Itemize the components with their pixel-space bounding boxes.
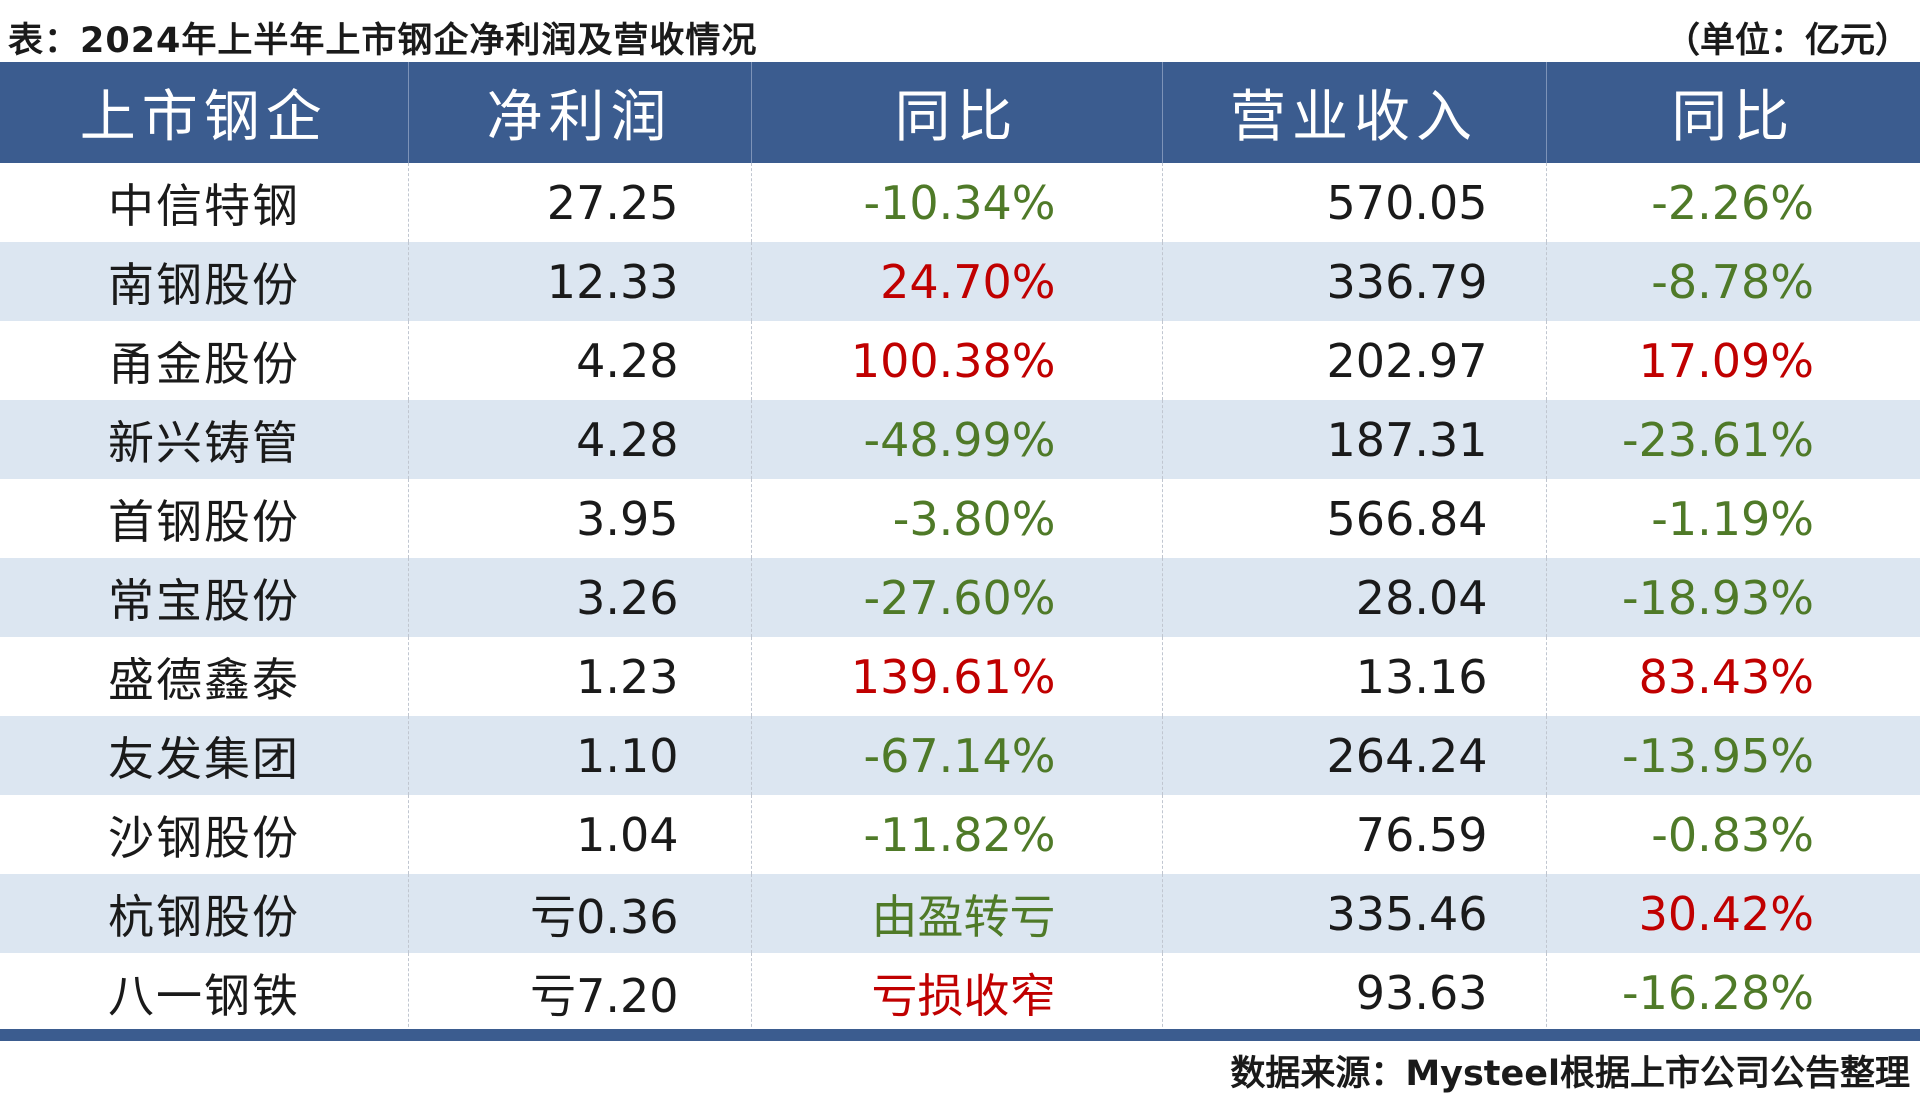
company-name-cell: 八一钢铁: [108, 968, 300, 1023]
column-header-revenue-yoy: 同比: [1545, 62, 1920, 163]
net-profit-cell: 1.04: [407, 795, 751, 874]
page-title: 表：2024年上半年上市钢企净利润及营收情况: [8, 21, 758, 61]
company-name-cell: 杭钢股份: [0, 874, 408, 953]
revenue-yoy-cell: 30.42%: [1545, 874, 1920, 953]
unit-label: （单位：亿元）: [1664, 21, 1910, 61]
table-row: 首钢股份 3.95 -3.80% 566.84 -1.19%: [0, 479, 1920, 558]
bottom-rule: [0, 1029, 1920, 1041]
revenue-yoy-cell: -8.78%: [1545, 242, 1920, 321]
net-profit-cell: 3.95: [407, 479, 751, 558]
net-profit-cell: 12.33: [407, 242, 751, 321]
revenue-yoy-cell: -18.93%: [1545, 558, 1920, 637]
revenue-yoy-cell: 17.09%: [1545, 321, 1920, 400]
revenue-yoy-cell: -1.19%: [1545, 479, 1920, 558]
profit-yoy-cell: -48.99%: [750, 400, 1162, 479]
table-row: 沙钢股份 1.04 -11.82% 76.59 -0.83%: [0, 795, 1920, 874]
revenue-cell: 570.05: [1161, 163, 1546, 242]
net-profit-cell: 4.28: [407, 321, 751, 400]
column-header-profit-yoy: 同比: [750, 62, 1162, 163]
table-row: 常宝股份 3.26 -27.60% 28.04 -18.93%: [0, 558, 1920, 637]
profit-yoy-cell: 139.61%: [750, 637, 1162, 716]
data-source-note: 数据来源：Mysteel根据上市公司公告整理: [1230, 1054, 1910, 1094]
profit-yoy-cell: -10.34%: [750, 163, 1162, 242]
revenue-cell: 335.46: [1161, 874, 1546, 953]
revenue-cell: 264.24: [1161, 716, 1546, 795]
revenue-cell: 76.59: [1161, 795, 1546, 874]
net-profit-cell: 1.23: [407, 637, 751, 716]
profit-yoy-cell: 亏损收窄: [750, 953, 1162, 1032]
net-profit-cell: 亏7.20: [407, 953, 751, 1032]
profit-yoy-cell: -27.60%: [750, 558, 1162, 637]
revenue-cell: 28.04: [1161, 558, 1546, 637]
company-name-cell: 友发集团: [0, 716, 408, 795]
revenue-yoy-cell: 83.43%: [1545, 637, 1920, 716]
company-name-cell: 甬金股份: [108, 336, 300, 391]
company-name-cell: 中信特钢: [108, 178, 300, 233]
title-row: 表：2024年上半年上市钢企净利润及营收情况 （单位：亿元）: [8, 8, 1910, 61]
revenue-cell: 93.63: [1161, 953, 1546, 1032]
revenue-yoy-cell: -2.26%: [1545, 163, 1920, 242]
company-name-cell: 盛德鑫泰: [108, 652, 300, 707]
column-header-company: 上市钢企: [0, 62, 408, 163]
company-name-cell: 新兴铸管: [0, 400, 408, 479]
table-row: 友发集团 1.10 -67.14% 264.24 -13.95%: [0, 716, 1920, 795]
net-profit-cell: 27.25: [407, 163, 751, 242]
profit-yoy-cell: -67.14%: [750, 716, 1162, 795]
company-name-cell: 南钢股份: [0, 242, 408, 321]
table-row: 杭钢股份 亏0.36 由盈转亏 335.46 30.42%: [0, 874, 1920, 953]
table-row: 盛德鑫泰 1.23 139.61% 13.16 83.43%: [0, 637, 1920, 716]
revenue-cell: 566.84: [1161, 479, 1546, 558]
company-name-cell: 首钢股份: [108, 494, 300, 549]
revenue-cell: 187.31: [1161, 400, 1546, 479]
revenue-yoy-cell: -13.95%: [1545, 716, 1920, 795]
net-profit-cell: 亏0.36: [407, 874, 751, 953]
profit-yoy-cell: 由盈转亏: [750, 874, 1162, 953]
net-profit-cell: 1.10: [407, 716, 751, 795]
revenue-cell: 202.97: [1161, 321, 1546, 400]
column-header-net-profit: 净利润: [407, 62, 751, 163]
table-row: 新兴铸管 4.28 -48.99% 187.31 -23.61%: [0, 400, 1920, 479]
table-body: 中信特钢 27.25 -10.34% 570.05 -2.26% 南钢股份 12.33 24.…: [0, 163, 1920, 1032]
company-name-cell: 常宝股份: [0, 558, 408, 637]
company-name-cell: 沙钢股份: [108, 810, 300, 865]
revenue-yoy-cell: -23.61%: [1545, 400, 1920, 479]
revenue-yoy-cell: -0.83%: [1545, 795, 1920, 874]
net-profit-cell: 4.28: [407, 400, 751, 479]
revenue-cell: 13.16: [1161, 637, 1546, 716]
table-row: 中信特钢 27.25 -10.34% 570.05 -2.26%: [0, 163, 1920, 242]
table-row: 南钢股份 12.33 24.70% 336.79 -8.78%: [0, 242, 1920, 321]
column-header-revenue: 营业收入: [1161, 62, 1546, 163]
table-row: 八一钢铁 亏7.20 亏损收窄 93.63 -16.28%: [0, 953, 1920, 1032]
revenue-yoy-cell: -16.28%: [1545, 953, 1920, 1032]
table-header-row: 上市钢企 净利润 同比 营业收入 同比: [0, 62, 1920, 163]
net-profit-cell: 3.26: [407, 558, 751, 637]
revenue-cell: 336.79: [1161, 242, 1546, 321]
table-row: 甬金股份 4.28 100.38% 202.97 17.09%: [0, 321, 1920, 400]
steel-company-table: 上市钢企 净利润 同比 营业收入 同比 中信特钢 27.25 -10.34% 570.…: [0, 62, 1920, 1032]
profit-yoy-cell: -3.80%: [750, 479, 1162, 558]
profit-yoy-cell: 24.70%: [750, 242, 1162, 321]
profit-yoy-cell: 100.38%: [750, 321, 1162, 400]
profit-yoy-cell: -11.82%: [750, 795, 1162, 874]
